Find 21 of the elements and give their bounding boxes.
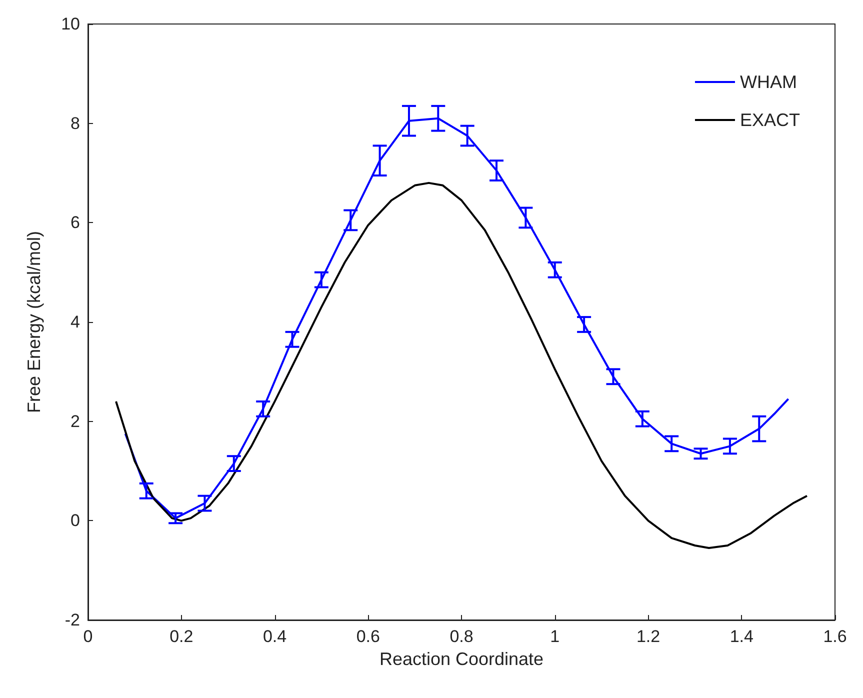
line-series bbox=[115, 182, 808, 549]
x-tick-label: 0.8 bbox=[450, 627, 474, 646]
x-tick-label: 0.4 bbox=[262, 627, 287, 646]
x-tick-label: 0 bbox=[83, 627, 93, 646]
y-tick-label: -2 bbox=[64, 610, 80, 630]
y-tick-label: 2 bbox=[70, 412, 80, 431]
x-tick-label: 1.2 bbox=[636, 627, 660, 646]
x-tick-label: 1.6 bbox=[823, 627, 847, 646]
x-axis-title: Reaction Coordinate bbox=[379, 648, 544, 669]
x-tick-label: 0.2 bbox=[170, 627, 194, 646]
y-tick-label: 10 bbox=[61, 14, 80, 34]
x-tick-label: 1.4 bbox=[730, 627, 754, 646]
y-tick-label: 8 bbox=[70, 114, 80, 133]
legend-label: EXACT bbox=[740, 110, 800, 130]
y-tick-label: 6 bbox=[70, 213, 80, 232]
y-axis-title: Free Energy (kcal/mol) bbox=[24, 230, 44, 414]
x-tick-label: 1 bbox=[550, 627, 560, 646]
x-tick-label: 0.6 bbox=[356, 627, 380, 646]
y-tick-label: 4 bbox=[70, 312, 80, 332]
y-tick-label: 0 bbox=[70, 511, 80, 530]
legend-label: WHAM bbox=[740, 72, 797, 92]
